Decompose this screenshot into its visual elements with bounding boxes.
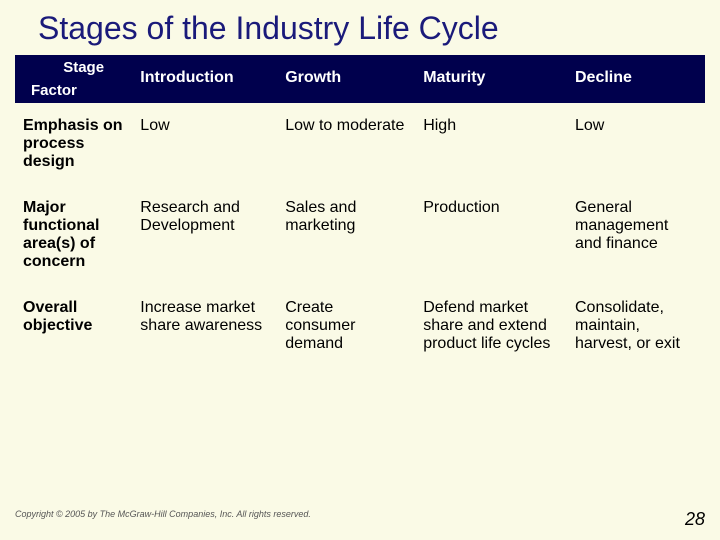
cell: General management and finance [567,185,705,285]
col-header-maturity: Maturity [415,55,567,103]
cell: Defend market share and extend product l… [415,285,567,367]
cell: Production [415,185,567,285]
col-header-decline: Decline [567,55,705,103]
cell: Low [567,103,705,185]
cell: Low to moderate [277,103,415,185]
cell: Create consumer demand [277,285,415,367]
table-container: Stage Factor Introduction Growth Maturit… [15,55,705,367]
corner-factor-label: Factor [23,82,124,99]
col-header-growth: Growth [277,55,415,103]
slide-title: Stages of the Industry Life Cycle [0,0,720,55]
row-factor: Overall objective [15,285,132,367]
cell: Low [132,103,277,185]
col-header-introduction: Introduction [132,55,277,103]
table-row: Major functional area(s) of concern Rese… [15,185,705,285]
copyright-text: Copyright © 2005 by The McGraw-Hill Comp… [15,509,311,530]
cell: Sales and marketing [277,185,415,285]
footer: Copyright © 2005 by The McGraw-Hill Comp… [15,509,705,530]
corner-header: Stage Factor [15,55,132,103]
table-row: Emphasis on process design Low Low to mo… [15,103,705,185]
lifecycle-table: Stage Factor Introduction Growth Maturit… [15,55,705,367]
row-factor: Emphasis on process design [15,103,132,185]
cell: Consolidate, maintain, harvest, or exit [567,285,705,367]
cell: High [415,103,567,185]
table-row: Overall objective Increase market share … [15,285,705,367]
cell: Increase market share awareness [132,285,277,367]
row-factor: Major functional area(s) of concern [15,185,132,285]
page-number: 28 [685,509,705,530]
corner-stage-label: Stage [23,59,124,76]
cell: Research and Development [132,185,277,285]
